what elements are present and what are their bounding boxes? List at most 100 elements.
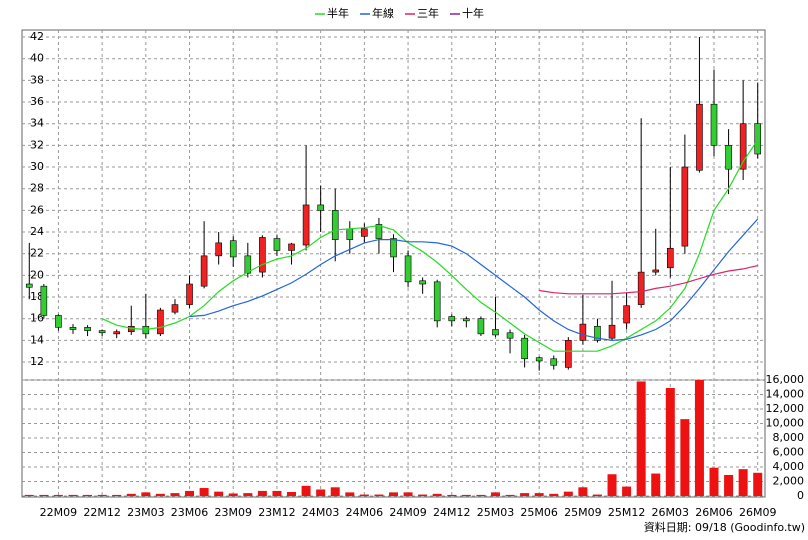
y2-tick-label: 12,000: [766, 402, 805, 415]
volume-bar: [461, 494, 471, 496]
y-tick-label: 32: [30, 138, 44, 151]
candle-body: [186, 283, 193, 305]
y2-tick-label: 0: [797, 489, 804, 502]
x-tick-label: 25M06: [520, 506, 558, 519]
y-tick-label: 16: [30, 312, 44, 325]
candle-body: [25, 283, 33, 288]
volume-bar: [185, 490, 195, 496]
volume-bar: [345, 492, 355, 496]
y-tick-label: 36: [30, 95, 44, 108]
candle-body: [55, 315, 62, 328]
y2-tick-label: 16,000: [766, 373, 805, 386]
candle-body: [390, 238, 397, 258]
volume-bar: [694, 380, 704, 496]
candle-body: [448, 316, 456, 322]
volume-bar: [636, 381, 646, 496]
volume-bar: [155, 493, 165, 496]
candle-body: [739, 123, 747, 170]
volume-bar: [490, 492, 500, 496]
y2-tick-label: 2,000: [773, 475, 805, 488]
candle-body: [681, 166, 689, 247]
volume-bar: [257, 490, 267, 496]
candle-body: [754, 123, 762, 155]
ma-line: [189, 218, 759, 342]
volume-bar: [141, 492, 151, 496]
y-tick-label: 30: [30, 160, 44, 173]
candle-body: [69, 327, 77, 330]
x-tick-label: 26M06: [695, 506, 733, 519]
ma-line: [101, 139, 759, 352]
legend-label: 十年: [462, 6, 484, 20]
candle-body: [433, 281, 441, 322]
candle-body: [98, 330, 106, 334]
volume-bar: [724, 474, 734, 496]
x-tick-label: 25M03: [477, 506, 515, 519]
candle-body: [637, 271, 645, 305]
x-tick-label: 26M03: [652, 506, 690, 519]
volume-bar: [301, 485, 311, 496]
volume-bar: [24, 494, 34, 496]
volume-bar: [563, 491, 573, 496]
candle-body: [710, 103, 718, 146]
candle-body: [302, 204, 310, 246]
ma-line: [539, 265, 758, 295]
candle-body: [113, 331, 120, 335]
volume-bar: [83, 494, 93, 496]
volume-bar: [316, 489, 326, 496]
volume-bar: [112, 494, 122, 496]
volume-bar: [126, 493, 136, 496]
candle-body: [623, 305, 630, 324]
candle-body: [157, 309, 164, 335]
x-tick-label: 22M09: [40, 506, 78, 519]
volume-bar: [578, 487, 588, 496]
volume-bar: [199, 488, 209, 496]
volume-bar: [243, 493, 253, 496]
volume-bar: [170, 493, 180, 496]
volume-bar: [622, 486, 632, 496]
candle-body: [229, 240, 237, 258]
x-tick-label: 24M06: [346, 506, 384, 519]
volume-bar: [389, 492, 398, 496]
y-tick-label: 14: [30, 333, 44, 346]
candle-body: [550, 358, 558, 366]
volume-bar: [665, 387, 675, 496]
candle-body: [477, 318, 485, 335]
y2-tick-label: 10,000: [766, 417, 805, 430]
y2-tick-label: 4,000: [773, 460, 805, 473]
volume-bar: [520, 493, 530, 496]
candle-body: [579, 323, 587, 341]
x-tick-label: 24M03: [302, 506, 340, 519]
candle-body: [331, 210, 339, 240]
x-tick-label: 25M12: [608, 506, 646, 519]
x-tick-label: 26M09: [739, 506, 777, 519]
candle-body: [725, 145, 732, 170]
legend-label: 年線: [372, 6, 394, 20]
volume-bar: [39, 494, 49, 496]
candle-body: [652, 269, 660, 273]
y-tick-label: 42: [30, 30, 44, 43]
candle-body: [346, 228, 354, 240]
candle-body: [535, 357, 543, 362]
y-tick-label: 40: [30, 52, 44, 65]
volume-bar: [651, 473, 661, 496]
volume-bar: [738, 469, 748, 496]
y-tick-label: 24: [30, 225, 44, 238]
y-tick-label: 34: [30, 117, 44, 130]
volume-bar: [97, 494, 107, 496]
volume-bar: [287, 492, 297, 496]
volume-bar: [374, 494, 384, 496]
volume-bar: [214, 491, 224, 496]
candle-body: [40, 285, 48, 316]
x-tick-label: 23M12: [258, 506, 296, 519]
y-tick-label: 22: [30, 247, 44, 260]
y-tick-label: 28: [30, 182, 44, 195]
legend-label: 半年: [327, 6, 349, 20]
candle-body: [361, 228, 368, 237]
volume-bar: [476, 494, 486, 496]
volume-bar: [359, 494, 369, 496]
candle-body: [259, 237, 266, 273]
candle-body: [594, 325, 601, 341]
candle-body: [521, 337, 528, 360]
x-tick-label: 23M09: [214, 506, 252, 519]
volume-bar: [418, 494, 428, 496]
